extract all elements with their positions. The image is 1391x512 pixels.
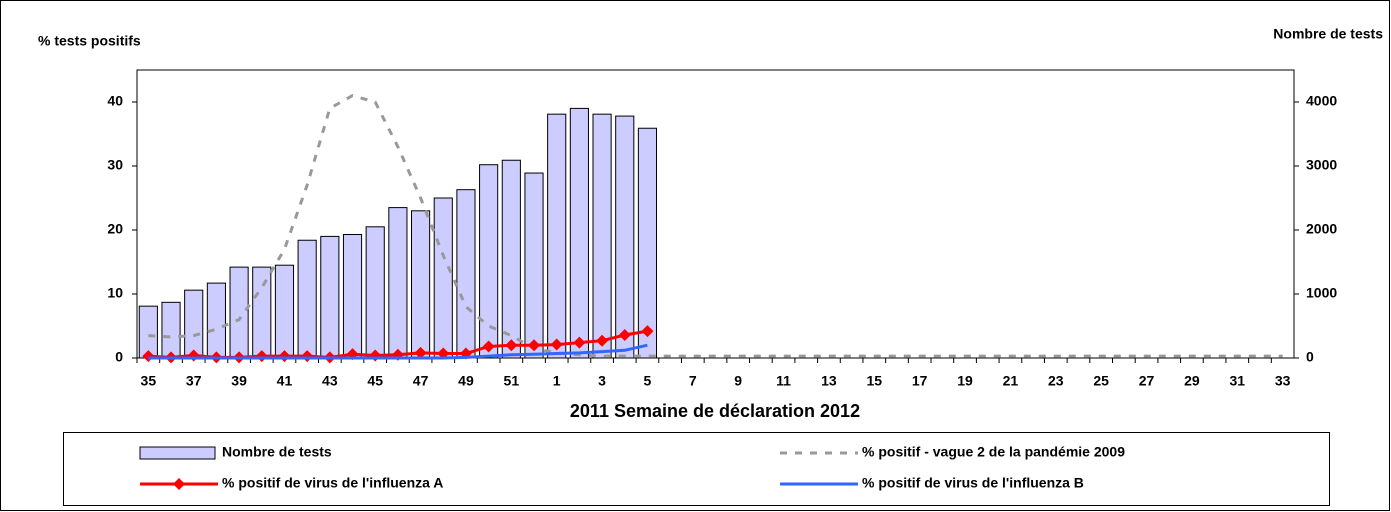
y2-axis-title: Nombre de tests <box>1273 26 1383 42</box>
x-tick-label: 47 <box>413 373 429 389</box>
x-tick-label: 13 <box>821 373 837 389</box>
bar <box>501 159 521 359</box>
x-tick-label: 5 <box>644 373 652 389</box>
bar <box>161 301 181 359</box>
x-tick-label: 51 <box>504 373 520 389</box>
legend-marker <box>173 478 185 490</box>
x-tick-label: 33 <box>1275 373 1291 389</box>
legend-label: Nombre de tests <box>222 444 332 460</box>
x-tick-label: 31 <box>1229 373 1245 389</box>
legend-label: % positif - vague 2 de la pandémie 2009 <box>862 444 1125 460</box>
y-axis-title: % tests positifs <box>38 33 141 49</box>
x-tick-label: 45 <box>367 373 383 389</box>
legend-swatch <box>139 446 216 460</box>
bar <box>547 113 567 359</box>
legend-box <box>63 432 1330 506</box>
x-tick-label: 21 <box>1003 373 1019 389</box>
x-tick-label: 23 <box>1048 373 1064 389</box>
y2-tick-label: 3000 <box>1306 157 1337 173</box>
bar <box>569 107 589 359</box>
y2-tick-label: 4000 <box>1306 93 1337 109</box>
y-tick-label: 0 <box>115 349 123 365</box>
bar <box>388 207 408 359</box>
marker <box>573 336 586 349</box>
x-tick-label: 15 <box>867 373 883 389</box>
marker <box>550 338 563 351</box>
bar <box>274 264 295 359</box>
bar <box>365 226 385 359</box>
x-tick-label: 49 <box>458 373 474 389</box>
bar <box>320 235 340 359</box>
y-tick-label: 30 <box>107 157 123 173</box>
x-tick-label: 27 <box>1139 373 1155 389</box>
x-tick-label: 7 <box>689 373 697 389</box>
x-tick-label: 9 <box>734 373 742 389</box>
bar <box>206 282 226 359</box>
y2-tick-label: 1000 <box>1306 285 1337 301</box>
x-tick-label: 17 <box>912 373 928 389</box>
bar <box>411 210 431 359</box>
marker <box>618 328 631 341</box>
marker <box>596 334 609 347</box>
bar <box>342 233 363 359</box>
line <box>148 93 1283 358</box>
x-tick-label: 11 <box>776 373 791 389</box>
marker <box>641 325 654 338</box>
y-tick-label: 20 <box>107 221 123 237</box>
x-axis-title: 2011 Semaine de déclaration 2012 <box>570 401 860 421</box>
legend-label: % positif de virus de l'influenza B <box>862 475 1084 491</box>
x-tick-label: 37 <box>186 373 202 389</box>
bar <box>524 172 544 359</box>
x-tick-label: 25 <box>1093 373 1109 389</box>
x-tick-label: 29 <box>1184 373 1200 389</box>
marker <box>414 346 427 359</box>
marker <box>482 340 495 353</box>
bar <box>615 115 635 359</box>
x-tick-label: 19 <box>957 373 973 389</box>
bar <box>297 239 317 359</box>
bar <box>456 189 476 359</box>
y-tick-label: 10 <box>107 285 123 301</box>
y2-tick-label: 2000 <box>1306 221 1337 237</box>
y2-tick-label: 0 <box>1306 349 1314 365</box>
bar <box>184 289 204 359</box>
x-tick-label: 39 <box>231 373 247 389</box>
line <box>148 343 648 360</box>
bar <box>637 127 658 359</box>
bar <box>229 266 249 359</box>
y-tick-label: 40 <box>107 93 123 109</box>
x-tick-label: 43 <box>322 373 338 389</box>
bar <box>592 113 612 359</box>
x-tick-label: 41 <box>277 373 293 389</box>
x-tick-label: 1 <box>553 373 561 389</box>
bar <box>479 164 499 359</box>
x-tick-label: 3 <box>598 373 606 389</box>
bar <box>433 197 453 359</box>
marker <box>505 339 518 352</box>
marker <box>528 339 541 352</box>
bar <box>252 266 272 359</box>
legend-label: % positif de virus de l'influenza A <box>222 475 443 491</box>
x-tick-label: 35 <box>141 373 157 389</box>
